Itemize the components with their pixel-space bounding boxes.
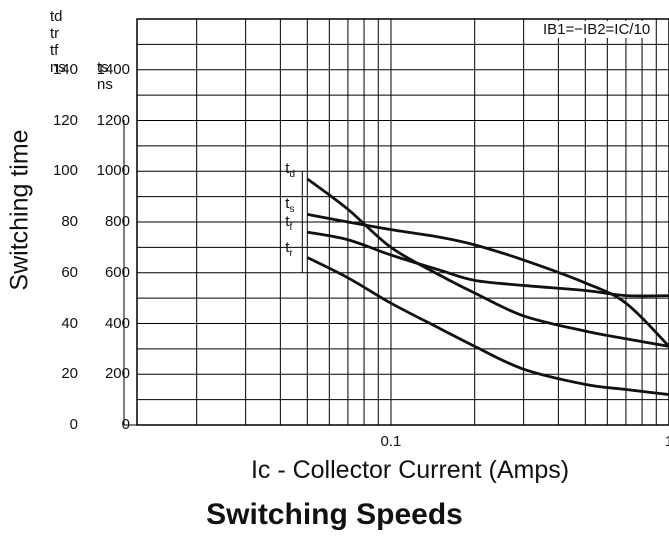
y-header-right-ts: ts	[97, 59, 109, 76]
condition-annotation: IB1=−IB2=IC/10	[540, 21, 654, 38]
series-label-sub: d	[289, 168, 296, 180]
series-label-main: t	[285, 238, 290, 256]
x-tick-label: 0.1	[380, 433, 402, 450]
chart-title: Switching Speeds	[206, 498, 463, 531]
y-tick-left: 40	[61, 314, 78, 332]
y-tick-right: 800	[104, 213, 130, 230]
y-tick-right: 600	[104, 263, 130, 281]
y-tick-left: 0	[69, 416, 78, 433]
y-header-left-td: td	[50, 8, 63, 25]
y-header-left-unit: ns	[50, 59, 66, 76]
y-tick-left: 140	[52, 60, 78, 78]
series-label-sub: s	[289, 204, 295, 216]
x-tick-label: 1	[649, 433, 669, 450]
y-header-right-unit: ns	[97, 76, 113, 93]
series-label-main: t	[285, 213, 290, 231]
x-axis-label: Ic - Collector Current (Amps)	[250, 456, 570, 484]
series-label-tr: tr	[285, 239, 293, 259]
series-label-ts: ts	[285, 195, 294, 215]
series-label-main: t	[285, 195, 290, 213]
y-tick-left: 60	[61, 263, 78, 281]
y-tick-left: 80	[61, 213, 78, 230]
y-header-right: ts ns	[97, 59, 113, 93]
y-tick-right: 1400	[96, 60, 130, 78]
series-line-td	[306, 177, 669, 348]
y-tick-right: 200	[104, 365, 130, 383]
y-tick-left: 100	[52, 162, 78, 180]
y-tick-right: 1000	[96, 162, 130, 180]
series-line-tr	[306, 256, 669, 396]
y-tick-right: 400	[104, 314, 130, 332]
y-header-left-tr: tr	[50, 25, 60, 42]
series-label-main: t	[285, 159, 290, 177]
y-header-left: td tr tf ns	[50, 8, 66, 76]
series-label-sub: f	[289, 221, 293, 233]
y-header-left-tf: tf	[50, 42, 59, 59]
y-axis-label: Switching time	[5, 129, 34, 291]
series-label-tf: tf	[285, 213, 292, 233]
series-label-sub: r	[289, 247, 293, 259]
y-tick-left: 20	[61, 365, 78, 383]
y-tick-left: 120	[52, 111, 78, 129]
series-line-tf	[307, 230, 669, 298]
y-tick-right: 0	[121, 416, 130, 433]
series-label-td: td	[285, 160, 295, 180]
y-tick-right: 1200	[96, 111, 130, 129]
